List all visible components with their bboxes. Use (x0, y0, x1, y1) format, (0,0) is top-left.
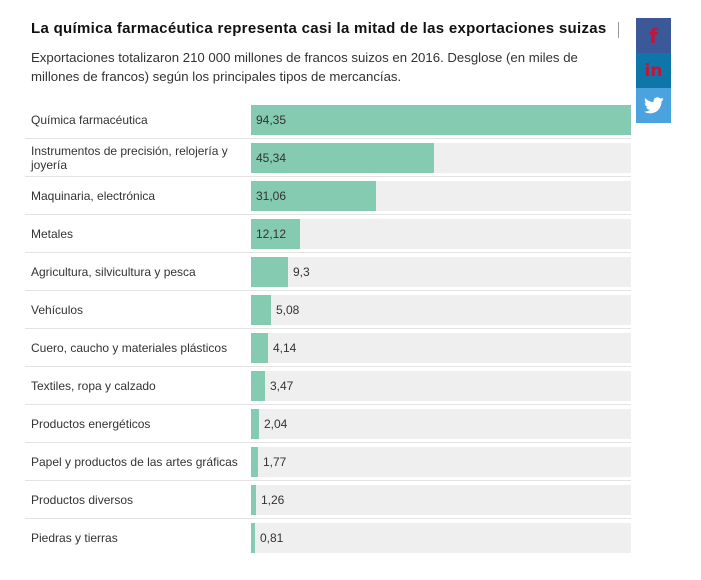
bar-track: 9,3 (251, 257, 631, 287)
share-bar: f in (636, 18, 671, 123)
linkedin-share-button[interactable]: in (636, 53, 671, 88)
bar (251, 181, 376, 211)
row-divider (25, 404, 631, 405)
bar-track: 5,08 (251, 295, 631, 325)
facebook-share-button[interactable]: f (636, 18, 671, 53)
bar-track: 31,06 (251, 181, 631, 211)
category-label: Piedras y tierras (31, 531, 118, 545)
bar-track: 2,04 (251, 409, 631, 439)
value-label: 45,34 (256, 151, 287, 165)
chart-title: La química farmacéutica representa casi … (31, 20, 607, 37)
value-label: 31,06 (256, 189, 287, 203)
chart-row: Metales 12,12 (25, 214, 631, 253)
chart-row: Piedras y tierras 0,81 (25, 518, 631, 557)
bar (251, 257, 288, 287)
bar (251, 105, 631, 135)
value-label: 5,08 (276, 303, 300, 317)
category-label: Instrumentos de precisión, relojería y j… (31, 144, 228, 172)
bar (251, 409, 259, 439)
bar (251, 143, 434, 173)
row-divider (25, 442, 631, 443)
row-divider (25, 328, 631, 329)
chart-row: Cuero, caucho y materiales plásticos 4,14 (25, 328, 631, 367)
chart-row: Instrumentos de precisión, relojería y j… (25, 138, 631, 177)
bar (251, 333, 268, 363)
bar (251, 219, 300, 249)
row-divider (25, 366, 631, 367)
row-divider (25, 252, 631, 253)
row-divider (25, 176, 631, 177)
chart-row: Textiles, ropa y calzado 3,47 (25, 366, 631, 405)
chart-row: Química farmacéutica 94,35 (25, 101, 631, 139)
value-label: 0,81 (260, 531, 284, 545)
category-label: Metales (31, 227, 74, 241)
category-label: Química farmacéutica (31, 113, 148, 127)
chart-row: Productos energéticos 2,04 (25, 404, 631, 443)
chart-row: Productos diversos 1,26 (25, 480, 631, 519)
bar (251, 447, 258, 477)
category-label: Textiles, ropa y calzado (31, 379, 156, 393)
chart-row: Papel y productos de las artes gráficas 1… (25, 442, 631, 481)
value-label: 4,14 (273, 341, 297, 355)
bar-track: 94,35 (251, 105, 631, 135)
category-label: Productos diversos (31, 493, 134, 507)
value-label: 3,47 (270, 379, 294, 393)
chart-subtitle: Exportaciones totalizaron 210 000 millon… (31, 50, 578, 84)
bar-track: 0,81 (251, 523, 631, 553)
twitter-share-button[interactable] (636, 88, 671, 123)
value-label: 12,12 (256, 227, 287, 241)
facebook-icon: f (649, 23, 658, 48)
row-divider (25, 290, 631, 291)
category-label: Papel y productos de las artes gráficas (31, 455, 238, 469)
category-label: Cuero, caucho y materiales plásticos (31, 341, 228, 355)
bar (251, 523, 255, 553)
row-divider (25, 518, 631, 519)
bar (251, 295, 271, 325)
value-label: 2,04 (264, 417, 288, 431)
chart-row: Maquinaria, electrónica 31,06 (25, 176, 631, 215)
bar (251, 485, 256, 515)
value-label: 1,26 (261, 493, 285, 507)
twitter-icon (643, 97, 664, 114)
chart-row: Vehículos 5,08 (25, 290, 631, 329)
category-label: Maquinaria, electrónica (31, 189, 156, 203)
linkedin-icon: in (644, 60, 663, 81)
value-label: 9,3 (293, 265, 310, 279)
row-divider (25, 138, 631, 139)
category-label: Productos energéticos (31, 417, 151, 431)
bar-track: 1,26 (251, 485, 631, 515)
value-label: 94,35 (256, 113, 287, 127)
bar-track: 12,12 (251, 219, 631, 249)
bar-track: 4,14 (251, 333, 631, 363)
bar-track: 1,77 (251, 447, 631, 477)
value-label: 1,77 (263, 455, 287, 469)
bar-track: 45,34 (251, 143, 631, 173)
bar-track: 3,47 (251, 371, 631, 401)
title-divider (618, 22, 619, 38)
bar (251, 371, 265, 401)
chart-row: Agricultura, silvicultura y pesca 9,3 (25, 252, 631, 291)
category-label: Agricultura, silvicultura y pesca (31, 265, 196, 279)
category-label: Vehículos (31, 303, 84, 317)
row-divider (25, 214, 631, 215)
row-divider (25, 480, 631, 481)
